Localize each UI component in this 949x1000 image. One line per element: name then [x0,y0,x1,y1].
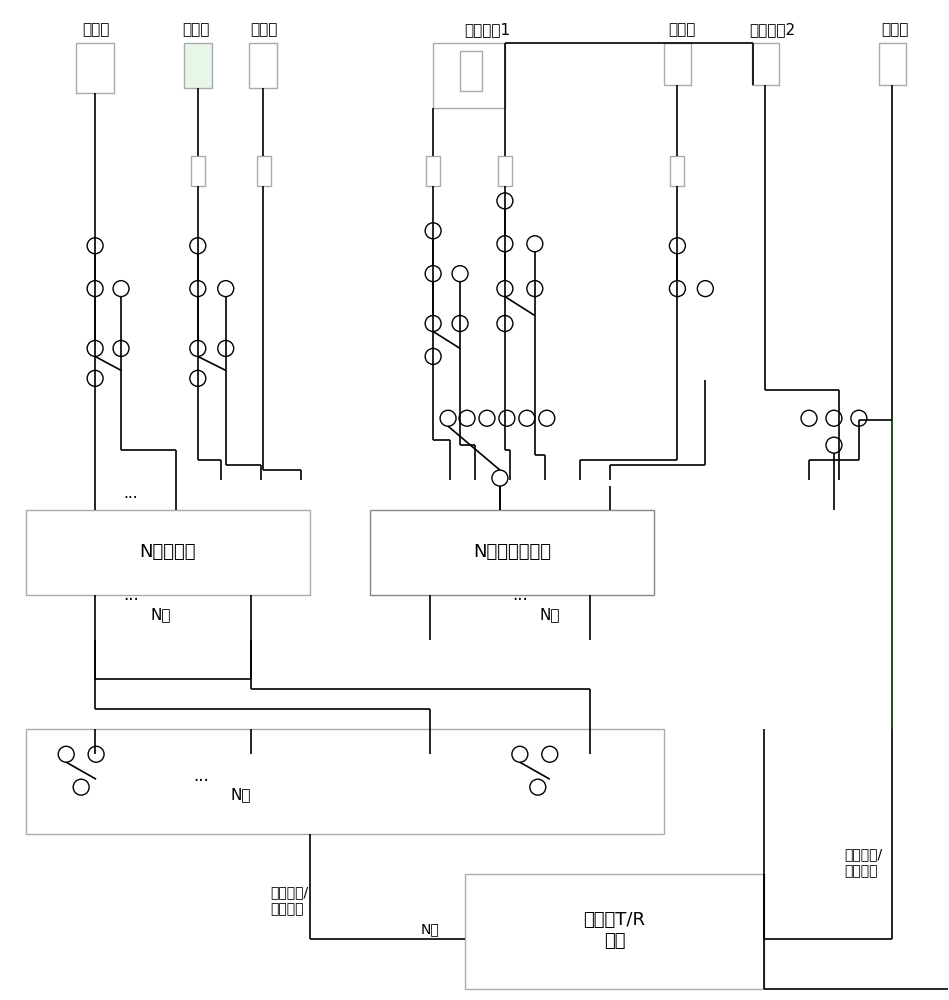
Bar [753,43,779,85]
Text: 噪声源: 噪声源 [250,22,277,37]
Bar [664,43,692,85]
Bar [27,729,664,834]
Text: 频谱仪: 频谱仪 [669,22,696,37]
Text: 发射输入/: 发射输入/ [844,847,882,861]
Text: ···: ··· [512,591,528,609]
Bar [465,874,764,989]
Bar [433,43,505,108]
Bar [460,51,482,91]
Bar [191,156,205,186]
Text: 功率计: 功率计 [182,22,210,37]
Text: 矢网端口1: 矢网端口1 [464,22,510,37]
Bar [249,43,276,88]
Bar [27,510,310,595]
Text: 接收输出: 接收输出 [844,864,878,878]
Bar [670,156,684,186]
Bar [76,43,114,93]
Text: 多通道T/R
组件: 多通道T/R 组件 [584,911,645,950]
Text: ···: ··· [193,772,209,790]
Text: N路: N路 [420,922,438,936]
Text: N路和路器: N路和路器 [140,543,196,561]
Text: N路: N路 [151,607,171,622]
Bar [879,43,905,85]
Bar [370,510,655,595]
Text: ···: ··· [123,591,139,609]
Bar [426,156,440,186]
Text: N选一开关网络: N选一开关网络 [473,543,550,561]
Text: N路: N路 [540,607,560,622]
Bar [184,43,212,88]
Text: 矢网端口2: 矢网端口2 [749,22,795,37]
Text: 噪声仪: 噪声仪 [881,22,908,37]
Text: 接收输入: 接收输入 [270,902,304,916]
Bar [498,156,512,186]
Text: ···: ··· [123,491,139,506]
Text: 信号源: 信号源 [83,22,110,37]
Bar [256,156,270,186]
Text: 发射输出/: 发射输出/ [270,885,308,899]
Text: N路: N路 [231,788,251,803]
